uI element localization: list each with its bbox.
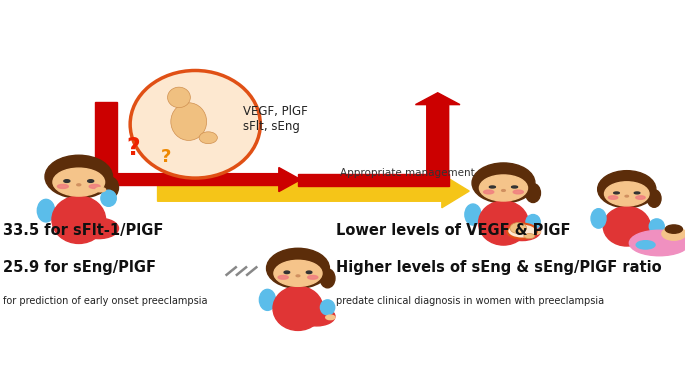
Ellipse shape [89, 184, 100, 188]
Text: Higher levels of sEng & sEng/PlGF ratio: Higher levels of sEng & sEng/PlGF ratio [336, 260, 661, 275]
Ellipse shape [266, 248, 329, 288]
Text: 33.5 for sFlt-1/PlGF: 33.5 for sFlt-1/PlGF [3, 223, 164, 237]
Ellipse shape [306, 271, 312, 273]
FancyArrow shape [95, 168, 301, 191]
Ellipse shape [284, 271, 290, 273]
Ellipse shape [53, 168, 105, 196]
Text: ?: ? [161, 148, 171, 166]
Ellipse shape [273, 286, 323, 331]
Ellipse shape [130, 70, 260, 178]
Ellipse shape [465, 204, 481, 225]
Ellipse shape [260, 289, 275, 311]
Ellipse shape [647, 190, 661, 207]
Ellipse shape [64, 180, 70, 183]
Ellipse shape [503, 221, 540, 240]
Ellipse shape [321, 300, 335, 315]
Text: ?: ? [127, 136, 140, 160]
Ellipse shape [662, 227, 685, 240]
Ellipse shape [636, 241, 655, 249]
Ellipse shape [274, 260, 322, 286]
Text: VEGF, PlGF
sFlt, sEng: VEGF, PlGF sFlt, sEng [243, 105, 308, 133]
Ellipse shape [77, 184, 81, 186]
Ellipse shape [489, 186, 495, 188]
FancyArrow shape [158, 174, 469, 208]
Ellipse shape [88, 180, 94, 183]
FancyBboxPatch shape [298, 174, 449, 186]
Ellipse shape [37, 199, 55, 222]
Ellipse shape [524, 234, 535, 239]
Ellipse shape [45, 155, 112, 198]
Ellipse shape [525, 184, 540, 203]
Ellipse shape [512, 186, 518, 188]
Ellipse shape [507, 224, 537, 239]
Ellipse shape [308, 275, 318, 279]
Ellipse shape [649, 219, 664, 234]
Ellipse shape [278, 275, 288, 279]
Ellipse shape [603, 207, 650, 246]
Ellipse shape [526, 214, 540, 230]
Ellipse shape [52, 196, 105, 243]
Ellipse shape [510, 223, 527, 234]
Ellipse shape [472, 163, 535, 203]
Ellipse shape [79, 218, 119, 239]
Ellipse shape [636, 196, 645, 199]
Ellipse shape [326, 315, 335, 320]
Ellipse shape [298, 307, 335, 326]
Text: Lower levels of VEGF & PlGF: Lower levels of VEGF & PlGF [336, 223, 570, 237]
FancyArrow shape [415, 93, 460, 186]
Ellipse shape [199, 132, 217, 144]
Ellipse shape [168, 87, 190, 108]
Ellipse shape [320, 269, 335, 288]
Ellipse shape [531, 230, 540, 234]
Ellipse shape [604, 182, 649, 206]
Ellipse shape [101, 190, 116, 206]
Ellipse shape [484, 190, 494, 194]
Ellipse shape [479, 175, 527, 201]
Text: for prediction of early onset preeclampsia: for prediction of early onset preeclamps… [3, 296, 208, 305]
Text: 25.9 for sEng/PlGF: 25.9 for sEng/PlGF [3, 260, 156, 275]
Text: Appropriate management: Appropriate management [340, 168, 475, 177]
Ellipse shape [501, 190, 506, 191]
Ellipse shape [634, 192, 640, 194]
Ellipse shape [625, 196, 628, 197]
Text: predate clinical diagnosis in women with preeclampsia: predate clinical diagnosis in women with… [336, 296, 603, 305]
Ellipse shape [665, 225, 682, 233]
Ellipse shape [96, 187, 105, 192]
Ellipse shape [58, 184, 68, 188]
Ellipse shape [608, 196, 618, 199]
Ellipse shape [103, 177, 119, 198]
Ellipse shape [591, 209, 606, 228]
FancyBboxPatch shape [95, 102, 117, 186]
Ellipse shape [630, 230, 685, 256]
Ellipse shape [171, 103, 207, 140]
Ellipse shape [479, 201, 528, 245]
Ellipse shape [614, 192, 619, 194]
Ellipse shape [597, 171, 656, 208]
Ellipse shape [296, 275, 300, 277]
Ellipse shape [513, 190, 523, 194]
